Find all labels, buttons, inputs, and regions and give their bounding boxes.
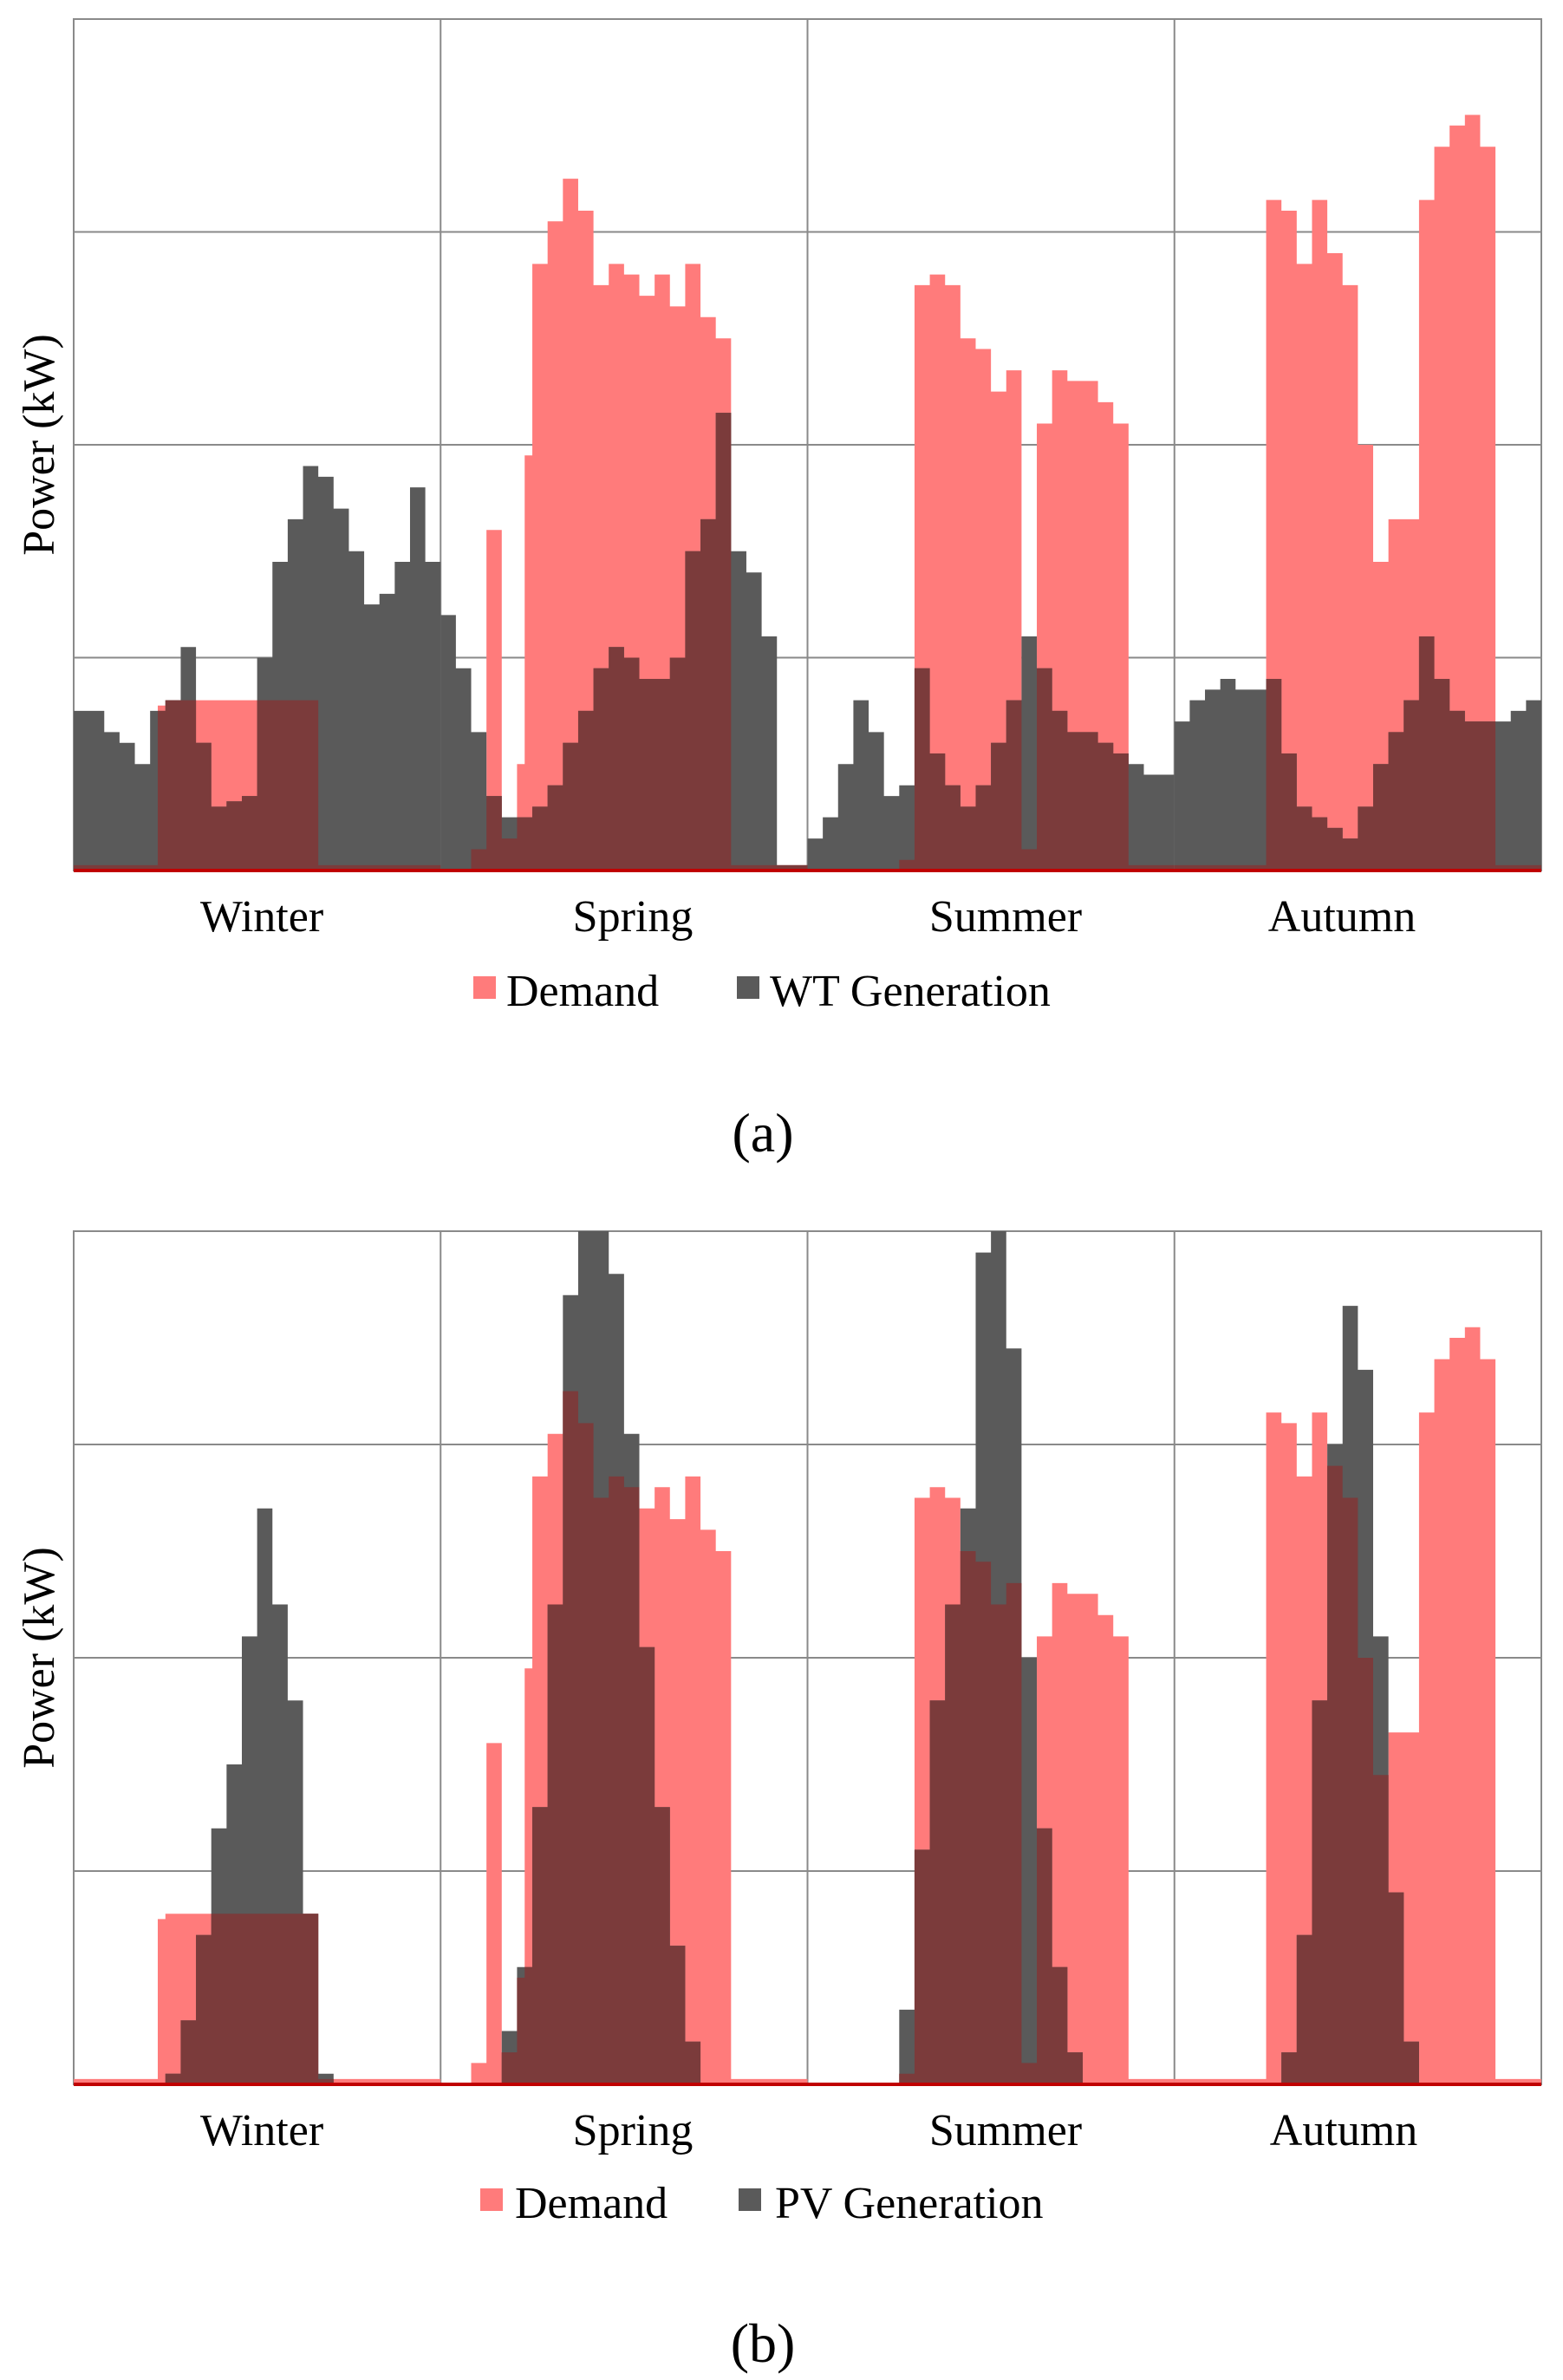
tick-label-winter-b: Winter	[200, 2106, 323, 2155]
overlap-area-spring-a	[440, 413, 808, 870]
overlap-area-summer-b	[807, 1551, 1175, 2084]
overlap-area-winter-a	[74, 700, 441, 870]
legend-swatch-demand-a	[473, 976, 496, 999]
tick-label-spring-b: Spring	[573, 2106, 694, 2155]
legend-label-generation-a: WT Generation	[770, 967, 1051, 1016]
overlap-area-spring-b	[440, 1391, 808, 2084]
overlap-area-summer-a	[807, 668, 1175, 870]
legend-swatch-generation-a	[737, 976, 759, 999]
tick-label-winter-a: Winter	[200, 892, 323, 942]
generation-area-winter-b	[74, 1508, 441, 2084]
demand-area-summer-a	[807, 274, 1175, 870]
legend-b: Demand PV Generation	[480, 2179, 1044, 2228]
panel-a: Power (kW) Winter Spring Summer Autumn D…	[15, 18, 1542, 1164]
legend-swatch-generation-b	[739, 2188, 761, 2211]
legend-a: Demand WT Generation	[473, 967, 1051, 1016]
tick-label-summer-b: Summer	[929, 2106, 1082, 2155]
legend-label-demand-a: Demand	[506, 967, 659, 1016]
ylabel-b: Power (kW)	[15, 1547, 64, 1769]
caption-a: (a)	[732, 1102, 793, 1164]
overlap-area-autumn-a	[1174, 636, 1541, 870]
series-a	[74, 114, 1541, 870]
ylabel-a: Power (kW)	[15, 334, 64, 556]
tick-label-spring-a: Spring	[573, 892, 694, 942]
series-b	[74, 1231, 1541, 2084]
panel-b: Power (kW) Winter Spring Summer Autumn D…	[15, 1230, 1542, 2374]
caption-b: (b)	[731, 2312, 796, 2374]
tick-label-autumn-b: Autumn	[1270, 2106, 1417, 2155]
legend-swatch-demand-b	[480, 2188, 503, 2211]
tick-label-summer-a: Summer	[929, 892, 1082, 942]
overlap-area-autumn-b	[1174, 1465, 1541, 2084]
legend-label-generation-b: PV Generation	[775, 2179, 1044, 2228]
tick-label-autumn-a: Autumn	[1268, 892, 1416, 942]
legend-label-demand-b: Demand	[515, 2179, 668, 2228]
overlap-area-winter-b	[74, 1914, 441, 2084]
